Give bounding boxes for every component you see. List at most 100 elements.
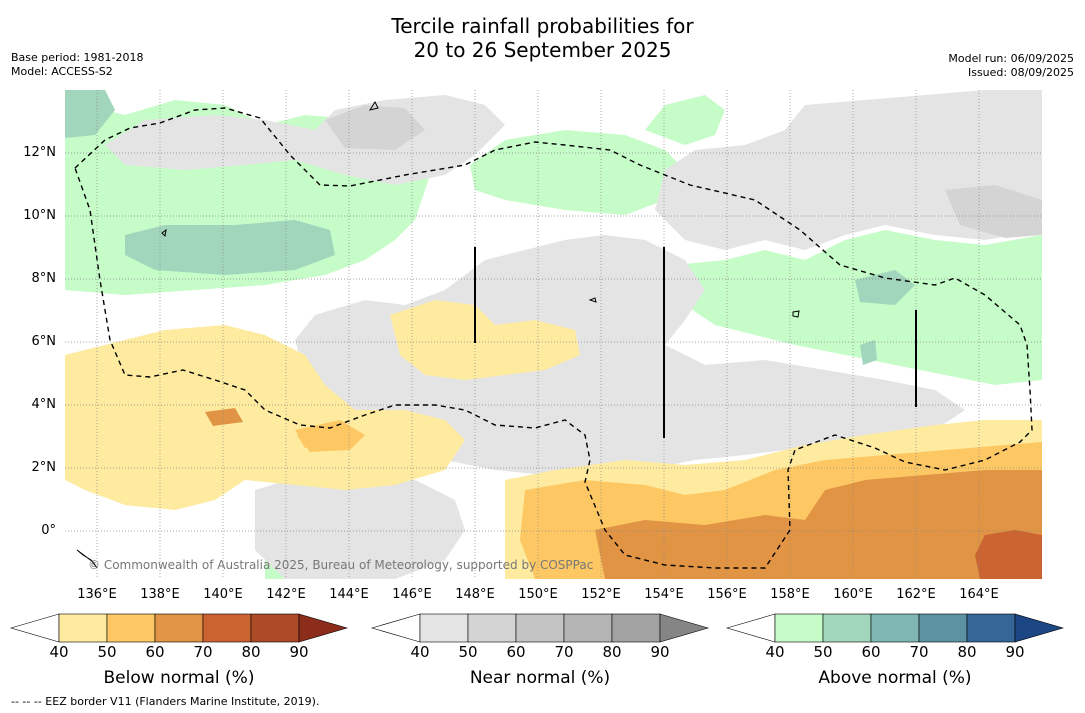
colorbar-tick: 80	[241, 643, 261, 661]
colorbar-above-swatch	[918, 613, 968, 643]
colorbar-tick: 50	[97, 643, 117, 661]
colorbar-tick: 40	[765, 643, 785, 661]
above-normal-east	[675, 230, 1042, 385]
islands	[76, 100, 800, 569]
eez-palau-fsm-border	[74, 107, 1033, 569]
below-normal-west	[65, 325, 465, 510]
eez-footnote: -- -- -- EEZ border V11 (Flanders Marine…	[11, 695, 320, 708]
colorbar-above-swatch	[966, 613, 1016, 643]
colorbar-tick: 70	[193, 643, 213, 661]
colorbar-near-swatch	[515, 613, 565, 643]
title-line-1: Tercile rainfall probabilities for	[391, 14, 694, 38]
colorbar-near-swatch-high	[659, 613, 710, 643]
below-normal-60-patch-2	[297, 428, 335, 448]
colorbar-tick: 70	[909, 643, 929, 661]
colorbar-tick: 90	[1005, 643, 1025, 661]
colorbar-near-swatch	[467, 613, 517, 643]
colorbar-tick: 80	[602, 643, 622, 661]
colorbar-below-swatch-low	[9, 613, 60, 643]
above-normal-band-center	[470, 130, 685, 215]
colorbar-tick: 80	[957, 643, 977, 661]
colorbar-above-swatch-high	[1014, 613, 1065, 643]
map-title: Tercile rainfall probabilities for 20 to…	[0, 14, 1085, 62]
above-normal-topleft	[65, 90, 115, 138]
colorbar-near-swatch	[611, 613, 661, 643]
below-normal-80	[975, 530, 1042, 579]
colorbar-below-swatch	[250, 613, 300, 643]
near-normal-darker-2	[945, 185, 1042, 238]
island-mark-2	[588, 297, 597, 303]
lon-label: 154°E	[644, 587, 684, 602]
below-normal-70	[595, 470, 1042, 579]
lat-label: 0°	[41, 523, 56, 538]
colorbar-below-normal	[9, 613, 349, 643]
colorbars	[9, 613, 1065, 643]
gridlines	[65, 90, 1042, 579]
colorbar-above-swatch-low	[725, 613, 776, 643]
near-normal-southwest	[255, 470, 465, 579]
island-palau	[76, 549, 98, 569]
colorbar-below-swatch-high	[298, 613, 349, 643]
boundary-markers	[474, 247, 917, 438]
colorbar-title-below-normal: Below normal (%)	[103, 668, 255, 688]
colorbar-near-swatch	[563, 613, 613, 643]
colorbar-tick: 40	[49, 643, 69, 661]
lat-label: 6°N	[31, 334, 57, 349]
base-period: Base period: 1981-2018	[11, 51, 144, 64]
rainfall-map	[65, 90, 1042, 579]
lon-label: 152°E	[581, 587, 621, 602]
model-info: Base period: 1981-2018 Model: ACCESS-S2	[11, 51, 143, 79]
lon-label: 164°E	[959, 587, 999, 602]
island-mark-1	[161, 228, 167, 238]
colorbar-tick: 90	[650, 643, 670, 661]
lat-label: 10°N	[23, 208, 56, 223]
lon-label: 160°E	[833, 587, 873, 602]
lon-label: 158°E	[770, 587, 810, 602]
near-normal-center	[295, 235, 965, 480]
below-normal-regions	[65, 300, 1042, 579]
lon-label: 156°E	[707, 587, 747, 602]
lat-label: 8°N	[31, 271, 57, 286]
island-guam	[368, 100, 379, 111]
model-name: Model: ACCESS-S2	[11, 65, 113, 78]
lat-label: 12°N	[23, 145, 56, 160]
below-normal-center-north	[390, 300, 580, 380]
run-info: Model run: 06/09/2025 Issued: 08/09/2025	[948, 52, 1074, 80]
model-run-date: Model run: 06/09/2025	[948, 52, 1074, 65]
lon-label: 146°E	[392, 587, 432, 602]
colorbar-tick: 50	[813, 643, 833, 661]
colorbar-above-swatch	[822, 613, 872, 643]
lon-label: 148°E	[455, 587, 495, 602]
colorbar-tick: 60	[861, 643, 881, 661]
colorbar-tick: 70	[554, 643, 574, 661]
colorbar-below-swatch	[106, 613, 156, 643]
colorbar-above-swatch	[774, 613, 824, 643]
colorbar-tick: 90	[289, 643, 309, 661]
colorbar-tick: 60	[145, 643, 165, 661]
issued-date: Issued: 08/09/2025	[967, 66, 1074, 79]
above-normal-northeast	[645, 95, 725, 145]
above-normal-50-patch	[125, 220, 335, 275]
colorbar-title-near-normal: Near normal (%)	[469, 668, 611, 688]
colorbar-below-swatch	[154, 613, 204, 643]
colorbar-near-normal	[370, 613, 710, 643]
near-normal-northeast	[655, 90, 1042, 250]
colorbar-above-swatch	[870, 613, 920, 643]
lon-label: 162°E	[896, 587, 936, 602]
copyright-notice: © Commonwealth of Australia 2025, Bureau…	[88, 558, 594, 572]
lon-label: 144°E	[329, 587, 369, 602]
colorbar-title-above-normal: Above normal (%)	[818, 668, 972, 688]
colorbar-below-swatch	[58, 613, 108, 643]
lon-label: 142°E	[266, 587, 306, 602]
lat-label: 4°N	[31, 397, 57, 412]
above-normal-50-patch-east-2	[860, 340, 877, 365]
lon-label: 138°E	[140, 587, 180, 602]
colorbar-above-normal	[725, 613, 1065, 643]
colorbar-tick: 40	[410, 643, 430, 661]
lon-label: 140°E	[203, 587, 243, 602]
below-normal-70-patch	[205, 408, 243, 426]
colorbar-below-swatch	[202, 613, 252, 643]
colorbar-tick: 50	[458, 643, 478, 661]
eez-borders	[74, 107, 1033, 569]
lon-label: 136°E	[77, 587, 117, 602]
